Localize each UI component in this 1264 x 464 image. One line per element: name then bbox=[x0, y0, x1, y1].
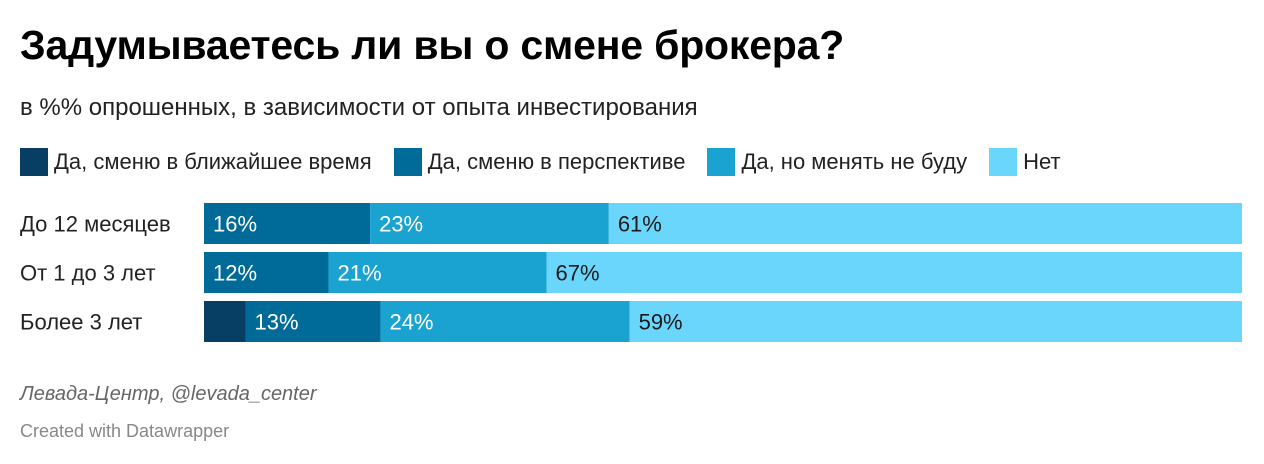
data-label: 13% bbox=[255, 310, 299, 335]
bar-segment-wont-change bbox=[370, 203, 609, 244]
bar-segment-no bbox=[608, 203, 1242, 244]
data-label: 16% bbox=[213, 212, 257, 237]
legend-item-wont-change: Да, но менять не буду bbox=[707, 148, 967, 176]
data-label: 12% bbox=[213, 261, 257, 286]
legend-label-near-term: Да, сменю в ближайшее время bbox=[54, 149, 372, 174]
bar-segment-in-future bbox=[204, 252, 329, 293]
bar-segment-near-term bbox=[204, 301, 246, 342]
chart-title: Задумываетесь ли вы о смене брокера? bbox=[20, 22, 845, 68]
bar-segment-wont-change bbox=[328, 252, 547, 293]
bar-segment-wont-change bbox=[380, 301, 630, 342]
legend-item-near-term: Да, сменю в ближайшее время bbox=[20, 148, 372, 176]
data-label: 23% bbox=[379, 212, 423, 237]
source-note: Левада-Центр, @levada_center bbox=[20, 383, 317, 405]
data-label: 59% bbox=[639, 310, 683, 335]
category-label: От 1 до 3 лет bbox=[20, 261, 156, 286]
legend-item-no: Нет bbox=[989, 148, 1061, 176]
bar-segment-in-future bbox=[204, 203, 371, 244]
legend-swatch-near-term bbox=[20, 148, 48, 176]
legend-item-in-future: Да, сменю в перспективе bbox=[393, 148, 686, 176]
legend-label-wont-change: Да, но менять не буду bbox=[741, 149, 968, 174]
bar-segment-no bbox=[629, 301, 1242, 342]
legend-label-in-future: Да, сменю в перспективе bbox=[427, 149, 686, 174]
category-label: Более 3 лет bbox=[20, 310, 142, 335]
legend-swatch-no bbox=[989, 148, 1018, 176]
data-label: 24% bbox=[389, 310, 433, 335]
data-label: 67% bbox=[556, 261, 600, 286]
legend-swatch-in-future bbox=[393, 148, 422, 176]
datawrapper-credit: Created with Datawrapper bbox=[20, 421, 230, 441]
category-label: До 12 месяцев bbox=[20, 212, 171, 237]
bar-segment-in-future bbox=[245, 301, 381, 342]
data-label: 21% bbox=[338, 261, 382, 286]
bar-segment-no bbox=[546, 252, 1242, 293]
data-label: 61% bbox=[618, 212, 662, 237]
legend: Да, сменю в ближайшее время Да, сменю в … bbox=[20, 148, 1083, 176]
chart-subtitle: в %% опрошенных, в зависимости от опыта … bbox=[20, 94, 698, 121]
legend-swatch-wont-change bbox=[707, 148, 736, 176]
legend-label-no: Нет bbox=[1023, 149, 1061, 174]
